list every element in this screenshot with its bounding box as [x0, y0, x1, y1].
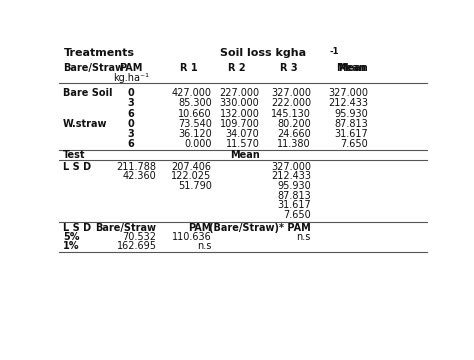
Text: 327.000: 327.000 — [328, 88, 368, 98]
Text: 80.200: 80.200 — [277, 119, 311, 129]
Text: PAM: PAM — [188, 223, 212, 233]
Text: 95.930: 95.930 — [277, 181, 311, 191]
Text: 11.570: 11.570 — [226, 139, 259, 149]
Text: 73.540: 73.540 — [178, 119, 212, 129]
Text: 87.813: 87.813 — [334, 119, 368, 129]
Text: 11.380: 11.380 — [277, 139, 311, 149]
Text: 327.000: 327.000 — [271, 88, 311, 98]
Text: 51.790: 51.790 — [178, 181, 212, 191]
Text: 427.000: 427.000 — [172, 88, 212, 98]
Text: 31.617: 31.617 — [334, 129, 368, 139]
Text: 31.617: 31.617 — [277, 201, 311, 210]
Text: -1: -1 — [329, 47, 339, 56]
Text: L S D: L S D — [63, 223, 91, 233]
Text: 327.000: 327.000 — [271, 162, 311, 172]
Text: 212.433: 212.433 — [271, 171, 311, 181]
Text: Bare Soil: Bare Soil — [63, 88, 112, 98]
Text: 42.360: 42.360 — [123, 171, 156, 181]
Text: 7.650: 7.650 — [283, 210, 311, 220]
Text: n.s: n.s — [197, 241, 212, 251]
Text: 212.433: 212.433 — [328, 98, 368, 108]
Text: 70.532: 70.532 — [123, 232, 156, 242]
Text: Soil loss kgha: Soil loss kgha — [220, 48, 306, 58]
Text: 85.300: 85.300 — [178, 98, 212, 108]
Text: Mean: Mean — [338, 63, 368, 73]
Text: 330.000: 330.000 — [220, 98, 259, 108]
Text: 87.813: 87.813 — [277, 191, 311, 201]
Text: 3: 3 — [128, 129, 134, 139]
Text: 222.000: 222.000 — [271, 98, 311, 108]
Text: R 1: R 1 — [181, 63, 198, 73]
Text: Test: Test — [63, 150, 85, 159]
Text: 211.788: 211.788 — [117, 162, 156, 172]
Text: 110.636: 110.636 — [172, 232, 212, 242]
Text: 3: 3 — [128, 98, 134, 108]
Text: 207.406: 207.406 — [172, 162, 212, 172]
Text: 10.660: 10.660 — [178, 109, 212, 118]
Text: 7.650: 7.650 — [340, 139, 368, 149]
Text: 0.000: 0.000 — [184, 139, 212, 149]
Text: 145.130: 145.130 — [271, 109, 311, 118]
Text: 6: 6 — [128, 109, 134, 118]
Text: L S D: L S D — [63, 162, 91, 172]
Text: 122.025: 122.025 — [172, 171, 212, 181]
Text: 162.695: 162.695 — [117, 241, 156, 251]
Text: 0: 0 — [128, 119, 134, 129]
Text: kg.ha⁻¹: kg.ha⁻¹ — [113, 73, 149, 83]
Text: 5%: 5% — [63, 232, 80, 242]
Text: (Bare/Straw)* PAM: (Bare/Straw)* PAM — [209, 223, 311, 233]
Text: 132.000: 132.000 — [219, 109, 259, 118]
Text: Mean: Mean — [337, 63, 366, 73]
Text: PAM: PAM — [119, 63, 143, 73]
Text: Bare/Straw: Bare/Straw — [63, 63, 124, 73]
Text: Treatments: Treatments — [64, 48, 135, 58]
Text: 36.120: 36.120 — [178, 129, 212, 139]
Text: W.straw: W.straw — [63, 119, 108, 129]
Text: 109.700: 109.700 — [219, 119, 259, 129]
Text: R 2: R 2 — [228, 63, 246, 73]
Text: n.s: n.s — [297, 232, 311, 242]
Text: R 3: R 3 — [280, 63, 297, 73]
Text: 24.660: 24.660 — [277, 129, 311, 139]
Text: 1%: 1% — [63, 241, 80, 251]
Text: Mean: Mean — [230, 150, 259, 159]
Text: Bare/Straw: Bare/Straw — [96, 223, 156, 233]
Text: 95.930: 95.930 — [334, 109, 368, 118]
Text: 0: 0 — [128, 88, 134, 98]
Text: 34.070: 34.070 — [226, 129, 259, 139]
Text: 6: 6 — [128, 139, 134, 149]
Text: 227.000: 227.000 — [219, 88, 259, 98]
